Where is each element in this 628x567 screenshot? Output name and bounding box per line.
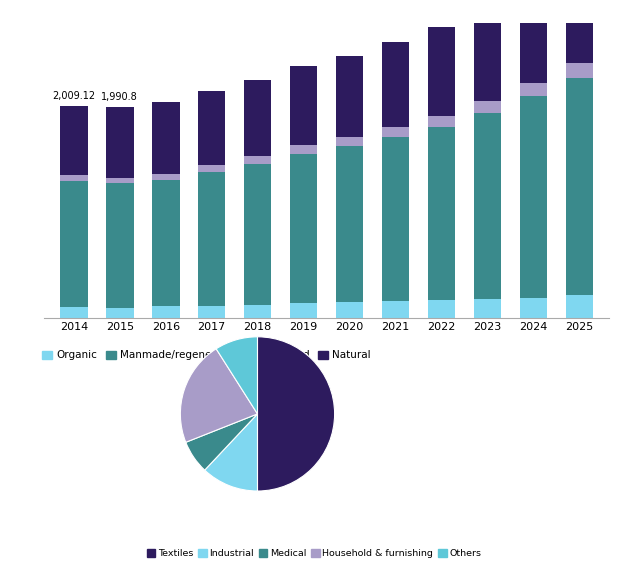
Bar [565, 63, 593, 78]
Bar [60, 181, 88, 307]
Bar [198, 306, 225, 318]
Bar [428, 299, 455, 318]
Bar [152, 180, 180, 306]
Bar [428, 27, 455, 116]
Bar [428, 116, 455, 127]
Bar [106, 183, 134, 307]
Bar [198, 166, 225, 172]
Wedge shape [216, 337, 257, 414]
Wedge shape [257, 337, 335, 491]
Bar [198, 91, 225, 166]
Bar [152, 174, 180, 180]
Bar [290, 145, 317, 154]
Bar [336, 56, 364, 137]
Bar [198, 172, 225, 306]
Bar [106, 307, 134, 318]
Bar [336, 146, 364, 302]
Legend: Organic, Manmade/regenerated, Recycled, Natural: Organic, Manmade/regenerated, Recycled, … [38, 346, 375, 365]
Bar [382, 128, 409, 137]
Bar [60, 106, 88, 175]
Text: 1,990.8: 1,990.8 [101, 92, 138, 102]
Bar [336, 137, 364, 146]
Bar [60, 175, 88, 181]
Bar [428, 127, 455, 299]
Bar [382, 42, 409, 128]
Bar [565, 0, 593, 63]
Bar [565, 78, 593, 295]
Bar [474, 101, 501, 113]
Bar [382, 301, 409, 318]
Bar [519, 298, 547, 318]
Bar [336, 302, 364, 318]
Wedge shape [180, 349, 257, 442]
Bar [565, 295, 593, 318]
Bar [474, 299, 501, 318]
Bar [519, 0, 547, 83]
Legend: Textiles, Industrial, Medical, Household & furnishing, Others: Textiles, Industrial, Medical, Household… [143, 545, 485, 562]
Bar [60, 307, 88, 318]
Bar [290, 66, 317, 145]
Bar [244, 305, 271, 318]
Bar [290, 303, 317, 318]
Wedge shape [186, 414, 257, 470]
Bar [474, 9, 501, 101]
Wedge shape [205, 414, 257, 491]
Bar [106, 108, 134, 178]
Bar [290, 154, 317, 303]
Bar [152, 306, 180, 318]
Bar [519, 83, 547, 96]
Bar [474, 113, 501, 299]
Bar [244, 156, 271, 164]
Bar [106, 178, 134, 183]
Text: 2,009.12: 2,009.12 [52, 91, 95, 100]
Bar [244, 164, 271, 305]
Bar [152, 101, 180, 174]
Bar [519, 96, 547, 298]
Bar [244, 80, 271, 156]
Bar [382, 137, 409, 301]
